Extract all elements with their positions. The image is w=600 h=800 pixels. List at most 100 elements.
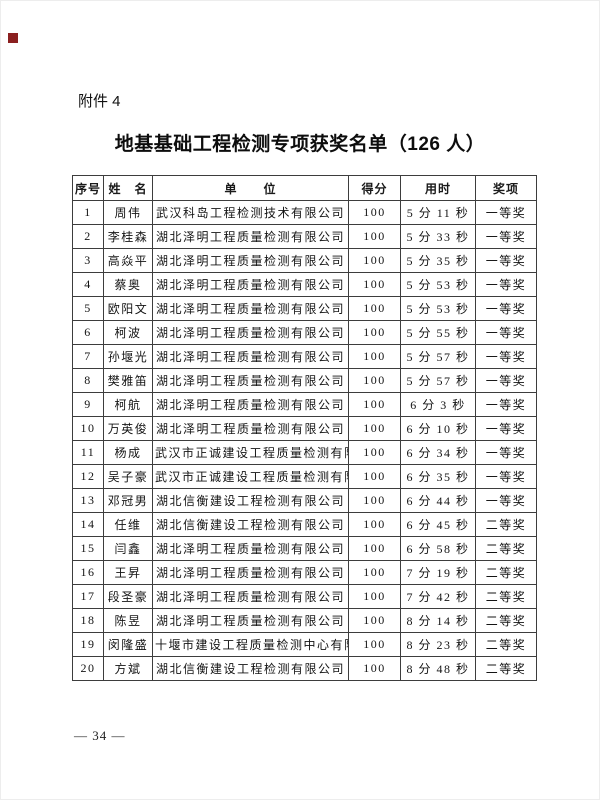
cell-no: 8 [72, 368, 104, 393]
cell-award: 一等奖 [475, 368, 537, 393]
cell-award: 二等奖 [475, 560, 537, 585]
cell-name: 王昇 [103, 560, 153, 585]
cell-time: 5 分 57 秒 [400, 344, 476, 369]
table-row: 20 方斌 湖北信衡建设工程检测有限公司 100 8 分 48 秒二等奖 [72, 656, 537, 681]
cell-time: 5 分 35 秒 [400, 248, 476, 273]
cell-score: 100 [348, 656, 401, 681]
cell-score: 100 [348, 632, 401, 657]
cell-time: 5 分 55 秒 [400, 320, 476, 345]
table-row: 15 闫鑫 湖北泽明工程质量检测有限公司 100 6 分 58 秒二等奖 [72, 536, 537, 561]
cell-time: 6 分 35 秒 [400, 464, 476, 489]
cell-unit: 湖北泽明工程质量检测有限公司 [152, 344, 349, 369]
cell-award: 一等奖 [475, 344, 537, 369]
cell-score: 100 [348, 512, 401, 537]
cell-score: 100 [348, 392, 401, 417]
header-no: 序号 [72, 175, 104, 201]
cell-award: 二等奖 [475, 632, 537, 657]
table-row: 8 樊雅笛 湖北泽明工程质量检测有限公司 100 5 分 57 秒一等奖 [72, 368, 537, 393]
cell-time: 6 分 10 秒 [400, 416, 476, 441]
table-row: 17 段圣豪 湖北泽明工程质量检测有限公司 100 7 分 42 秒二等奖 [72, 584, 537, 609]
cell-award: 一等奖 [475, 200, 537, 225]
cell-award: 一等奖 [475, 488, 537, 513]
cell-no: 17 [72, 584, 104, 609]
cell-score: 100 [348, 272, 401, 297]
cell-no: 1 [72, 200, 104, 225]
red-marker-square [8, 33, 18, 43]
cell-time: 6 分 3 秒 [400, 392, 476, 417]
cell-name: 段圣豪 [103, 584, 153, 609]
cell-time: 7 分 42 秒 [400, 584, 476, 609]
cell-no: 6 [72, 320, 104, 345]
cell-time: 5 分 11 秒 [400, 200, 476, 225]
cell-score: 100 [348, 344, 401, 369]
cell-no: 10 [72, 416, 104, 441]
cell-unit: 湖北泽明工程质量检测有限公司 [152, 584, 349, 609]
cell-unit: 湖北泽明工程质量检测有限公司 [152, 368, 349, 393]
cell-no: 13 [72, 488, 104, 513]
cell-award: 一等奖 [475, 296, 537, 321]
cell-time: 7 分 19 秒 [400, 560, 476, 585]
page-number: — 34 — [74, 728, 126, 743]
table-row: 4 蔡奥 湖北泽明工程质量检测有限公司 100 5 分 53 秒一等奖 [72, 272, 537, 297]
header-name: 姓 名 [103, 175, 153, 201]
cell-name: 方斌 [103, 656, 153, 681]
award-table: 序号 姓 名 单 位 得分 用时 奖项 1 周伟 武汉科岛工程检测技术有限公司 100… [72, 175, 537, 681]
cell-no: 15 [72, 536, 104, 561]
cell-unit: 湖北泽明工程质量检测有限公司 [152, 608, 349, 633]
cell-name: 闵隆盛 [103, 632, 153, 657]
cell-time: 8 分 48 秒 [400, 656, 476, 681]
cell-unit: 湖北泽明工程质量检测有限公司 [152, 536, 349, 561]
cell-award: 二等奖 [475, 536, 537, 561]
cell-no: 14 [72, 512, 104, 537]
cell-score: 100 [348, 224, 401, 249]
table-row: 2 李桂森 湖北泽明工程质量检测有限公司 100 5 分 33 秒一等奖 [72, 224, 537, 249]
cell-score: 100 [348, 536, 401, 561]
cell-time: 6 分 45 秒 [400, 512, 476, 537]
cell-score: 100 [348, 488, 401, 513]
table-row: 6 柯波 湖北泽明工程质量检测有限公司 100 5 分 55 秒一等奖 [72, 320, 537, 345]
cell-time: 5 分 53 秒 [400, 272, 476, 297]
cell-unit: 湖北信衡建设工程检测有限公司 [152, 512, 349, 537]
cell-score: 100 [348, 464, 401, 489]
cell-name: 吴子豪 [103, 464, 153, 489]
cell-no: 2 [72, 224, 104, 249]
header-award: 奖项 [475, 175, 537, 201]
table-row: 1 周伟 武汉科岛工程检测技术有限公司 100 5 分 11 秒一等奖 [72, 200, 537, 225]
table-row: 10 万英俊 湖北泽明工程质量检测有限公司 100 6 分 10 秒一等奖 [72, 416, 537, 441]
cell-award: 一等奖 [475, 440, 537, 465]
award-table-body: 1 周伟 武汉科岛工程检测技术有限公司 100 5 分 11 秒一等奖 2 李桂森 湖北泽明工… [72, 200, 537, 681]
cell-name: 樊雅笛 [103, 368, 153, 393]
cell-name: 欧阳文 [103, 296, 153, 321]
cell-no: 19 [72, 632, 104, 657]
cell-no: 18 [72, 608, 104, 633]
cell-score: 100 [348, 320, 401, 345]
cell-unit: 湖北泽明工程质量检测有限公司 [152, 320, 349, 345]
cell-award: 二等奖 [475, 512, 537, 537]
award-table-header: 序号 姓 名 单 位 得分 用时 奖项 [72, 175, 537, 201]
cell-time: 5 分 57 秒 [400, 368, 476, 393]
cell-time: 5 分 53 秒 [400, 296, 476, 321]
cell-award: 一等奖 [475, 272, 537, 297]
cell-unit: 十堰市建设工程质量检测中心有限公司 [152, 632, 349, 657]
header-unit: 单 位 [152, 175, 349, 201]
cell-score: 100 [348, 368, 401, 393]
cell-name: 任维 [103, 512, 153, 537]
cell-score: 100 [348, 296, 401, 321]
cell-score: 100 [348, 584, 401, 609]
cell-time: 6 分 34 秒 [400, 440, 476, 465]
header-score: 得分 [348, 175, 401, 201]
header-row: 序号 姓 名 单 位 得分 用时 奖项 [72, 175, 537, 201]
cell-award: 一等奖 [475, 464, 537, 489]
header-time: 用时 [400, 175, 476, 201]
cell-no: 3 [72, 248, 104, 273]
cell-award: 一等奖 [475, 392, 537, 417]
cell-unit: 湖北信衡建设工程检测有限公司 [152, 488, 349, 513]
cell-score: 100 [348, 608, 401, 633]
cell-score: 100 [348, 416, 401, 441]
cell-name: 万英俊 [103, 416, 153, 441]
cell-time: 8 分 23 秒 [400, 632, 476, 657]
table-row: 13 邓冠男 湖北信衡建设工程检测有限公司 100 6 分 44 秒一等奖 [72, 488, 537, 513]
cell-no: 12 [72, 464, 104, 489]
